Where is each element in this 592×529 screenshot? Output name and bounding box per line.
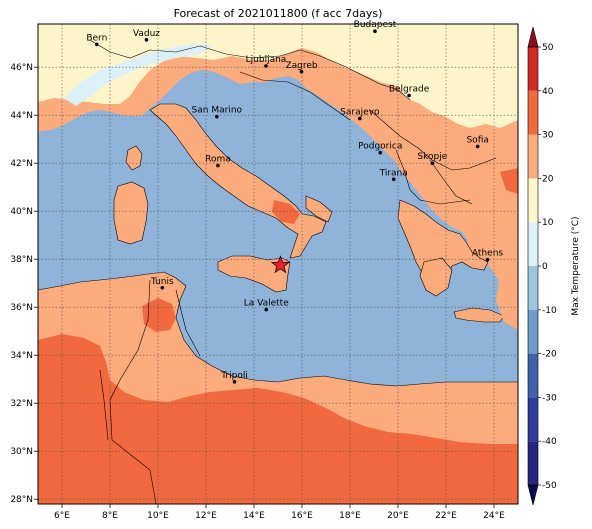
lon-tick-label: 22°E xyxy=(435,511,457,521)
lon-tick-label: 6°E xyxy=(54,511,70,521)
colorbar-segment xyxy=(528,134,538,179)
city-dot xyxy=(407,93,411,98)
city-dot xyxy=(264,307,269,312)
lon-tick-label: 18°E xyxy=(339,511,361,521)
longitude-ticks: 6°E 8°E 10°E 12°E 14°E 16°E 18°E 20°E 22°E 24°E xyxy=(54,504,505,521)
land-sardinia xyxy=(113,181,149,245)
city-dot xyxy=(232,380,237,384)
colorbar-tick-label: -50 xyxy=(542,481,557,491)
city-dot xyxy=(264,64,268,68)
city-label: Athens xyxy=(472,249,503,259)
colorbar-label: Max Temperature (°C) xyxy=(571,216,581,315)
city-label: La Valette xyxy=(244,299,289,309)
land-crete xyxy=(453,307,505,323)
land-italy-heel xyxy=(305,195,333,223)
colorbar-segment xyxy=(528,47,538,91)
city-label: Belgrade xyxy=(389,85,430,95)
colorbar-tick-label: 10 xyxy=(542,218,554,228)
colorbar-segment xyxy=(528,441,538,485)
city-dot xyxy=(358,116,362,121)
city-label: Bern xyxy=(86,33,107,43)
city-label: Tunis xyxy=(150,277,174,287)
city-label: Podgorica xyxy=(358,142,402,152)
country-borders xyxy=(89,39,497,504)
figure-title: Forecast of 2021011800 (f acc 7days) xyxy=(174,7,383,20)
lon-tick-label: 24°E xyxy=(483,511,505,521)
colorbar-segment xyxy=(528,178,538,223)
colorbar-tick-label: -10 xyxy=(542,306,557,316)
lat-tick-label: 36°N xyxy=(10,303,33,313)
city-dot xyxy=(373,29,377,33)
colorbar-tick-label: 50 xyxy=(542,43,554,53)
colorbar-segment xyxy=(528,353,538,398)
lat-tick-label: 38°N xyxy=(10,255,33,265)
city-dot xyxy=(299,69,304,74)
colorbar-segment xyxy=(528,266,538,310)
city-label: Roma xyxy=(205,155,231,165)
colorbar-segment xyxy=(528,222,538,266)
lat-tick-label: 30°N xyxy=(10,447,33,457)
lat-tick-label: 42°N xyxy=(10,159,33,169)
lat-tick-label: 34°N xyxy=(10,351,33,361)
city-label: Tirana xyxy=(379,168,408,178)
city-label: Budapest xyxy=(354,20,397,30)
city-dot xyxy=(485,257,490,262)
latitude-ticks: 28°N 30°N 32°N 34°N 36°N 38°N 40°N 42°N 44°N 46°N xyxy=(10,63,38,505)
lat-tick-label: 40°N xyxy=(10,207,33,217)
lon-tick-label: 16°E xyxy=(291,511,313,521)
colorbar-max-arrow xyxy=(527,26,539,48)
colorbar-tick-label: -30 xyxy=(542,393,557,403)
colorbar-segment xyxy=(528,397,538,442)
event-marker xyxy=(270,255,290,274)
city-label: Sarajevo xyxy=(340,108,380,118)
colorbar-tick-label: -40 xyxy=(542,437,557,447)
land-corsica xyxy=(125,145,143,171)
city-label: Tripoli xyxy=(220,371,248,381)
colorbar-min-arrow xyxy=(527,484,539,506)
lat-tick-label: 32°N xyxy=(10,399,33,409)
band-20-30-italy xyxy=(272,200,300,224)
lat-tick-label: 44°N xyxy=(10,111,33,121)
band-negative-alps xyxy=(64,44,214,106)
lon-tick-label: 8°E xyxy=(102,511,118,521)
colorbar-tick-label: 40 xyxy=(542,87,554,97)
colorbar-tick-label: 20 xyxy=(542,174,554,184)
colorbar-tick-label: -20 xyxy=(542,350,557,360)
city-dot xyxy=(216,163,220,168)
city-dot xyxy=(160,285,165,290)
colorbar-segment xyxy=(528,90,538,135)
lon-tick-label: 14°E xyxy=(243,511,265,521)
city-label: San Marino xyxy=(192,106,243,116)
land-greece xyxy=(397,199,489,291)
city-label: Ljubljana xyxy=(246,55,287,65)
lat-tick-label: 28°N xyxy=(10,495,33,505)
city-dot xyxy=(95,42,99,47)
lat-tick-label: 46°N xyxy=(10,63,33,73)
lon-tick-label: 12°E xyxy=(195,511,217,521)
land-turkey xyxy=(490,216,518,330)
city-label: Vaduz xyxy=(133,29,160,39)
colorbar: -50 -40 -30 -20 -10 0 10 20 30 40 50 xyxy=(527,26,557,506)
city-label: Skopje xyxy=(417,152,447,162)
colorbar-segment xyxy=(528,309,538,354)
band-20-30-tunisia xyxy=(142,298,176,332)
band-20-30-east xyxy=(500,168,518,194)
star-marker xyxy=(270,255,290,274)
city-dot xyxy=(430,161,435,165)
land-peloponnese xyxy=(419,257,453,297)
map-frame xyxy=(37,23,519,505)
lon-tick-label: 10°E xyxy=(147,511,169,521)
lon-tick-label: 20°E xyxy=(387,511,409,521)
city-dot xyxy=(378,150,383,155)
city-label: Sofia xyxy=(466,135,488,145)
colorbar-tick-label: 0 xyxy=(542,262,548,272)
city-dot xyxy=(391,177,396,182)
city-dot xyxy=(475,144,480,149)
colorbar-tick-label: 30 xyxy=(542,131,554,141)
city-dot xyxy=(144,38,149,42)
city-dot xyxy=(215,114,219,119)
city-label: Zagreb xyxy=(285,61,317,71)
